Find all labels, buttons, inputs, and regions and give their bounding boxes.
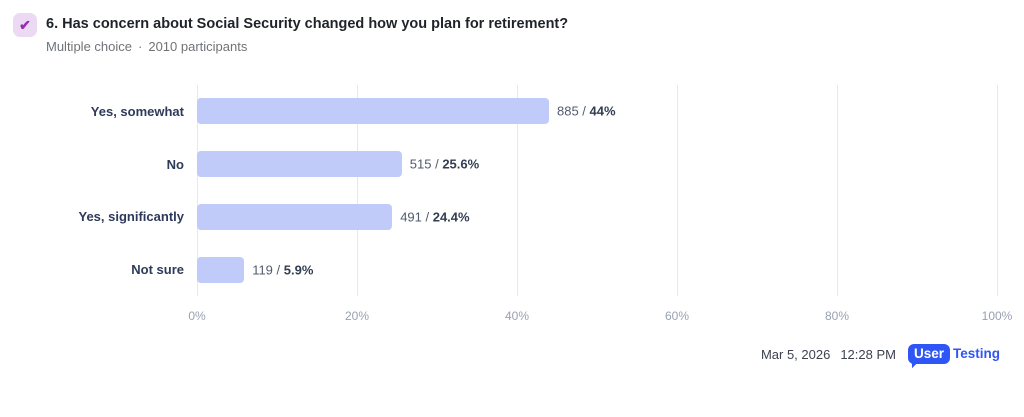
bar-value-label: 119 / 5.9% bbox=[252, 262, 314, 278]
bar-track: 119 / 5.9% bbox=[197, 256, 997, 283]
usertesting-logo-badge: User bbox=[907, 343, 950, 365]
report-footer: Mar 5, 2026 12:28 PM User Testing bbox=[761, 341, 1000, 367]
question-header-text: 6. Has concern about Social Security cha… bbox=[46, 13, 568, 54]
x-axis-tick-label: 0% bbox=[188, 309, 206, 323]
question-title: 6. Has concern about Social Security cha… bbox=[46, 16, 569, 32]
gridline bbox=[997, 85, 998, 296]
plot-area: Yes, somewhat 885 / 44% No 515 / 25.6% Yes, … bbox=[0, 85, 1024, 296]
x-axis-tick-label: 60% bbox=[664, 309, 690, 323]
bar[interactable] bbox=[197, 98, 549, 125]
gridline bbox=[357, 85, 358, 296]
bar-row: Yes, significantly 491 / 24.4% bbox=[0, 191, 1024, 244]
x-axis-tick-label: 20% bbox=[344, 309, 370, 323]
bar-track: 515 / 25.6% bbox=[197, 151, 997, 178]
x-axis-tick-label: 80% bbox=[824, 309, 850, 323]
gridlines bbox=[197, 85, 998, 296]
bar-rows: Yes, somewhat 885 / 44% No 515 / 25.6% Yes, … bbox=[0, 85, 1024, 296]
category-label: No bbox=[166, 156, 184, 172]
bar-row: No 515 / 25.6% bbox=[0, 138, 1024, 191]
bar-value-label: 515 / 25.6% bbox=[409, 156, 480, 172]
bar-track: 491 / 24.4% bbox=[197, 203, 997, 230]
bar-row: Not sure 119 / 5.9% bbox=[0, 243, 1024, 296]
bar-row: Yes, somewhat 885 / 44% bbox=[0, 85, 1024, 138]
usertesting-logo[interactable]: User Testing bbox=[907, 343, 1000, 365]
x-axis-tick-label: 100% bbox=[981, 309, 1013, 323]
question-meta: Multiple choice · 2010 participants bbox=[46, 39, 568, 54]
question-header: ✔ 6. Has concern about Social Security c… bbox=[13, 13, 568, 54]
bar[interactable] bbox=[197, 151, 402, 178]
gridline bbox=[517, 85, 518, 296]
export-time: 12:28 PM bbox=[840, 346, 896, 362]
gridline bbox=[197, 85, 198, 296]
results-bar-chart: Yes, somewhat 885 / 44% No 515 / 25.6% Yes, … bbox=[0, 85, 1024, 325]
multiple-choice-check-icon: ✔ bbox=[13, 13, 37, 37]
bar-track: 885 / 44% bbox=[197, 98, 997, 125]
category-label: Not sure bbox=[131, 262, 184, 278]
bar-value-label: 491 / 24.4% bbox=[400, 209, 470, 225]
participants-count: 2010 participants bbox=[148, 39, 248, 55]
question-type-label: Multiple choice bbox=[46, 39, 132, 55]
bar[interactable] bbox=[197, 256, 245, 283]
category-label: Yes, somewhat bbox=[90, 103, 184, 119]
export-date: Mar 5, 2026 bbox=[760, 346, 831, 362]
gridline bbox=[837, 85, 838, 296]
bar-value-label: 885 / 44% bbox=[557, 103, 616, 119]
usertesting-logo-text: Testing bbox=[953, 346, 1000, 362]
gridline bbox=[677, 85, 678, 296]
x-axis-tick-label: 40% bbox=[504, 309, 530, 323]
x-axis: 0% 20% 40% 60% 80% 100% bbox=[188, 309, 1012, 325]
meta-separator: · bbox=[138, 39, 143, 55]
bar[interactable] bbox=[197, 203, 393, 230]
category-label: Yes, significantly bbox=[78, 209, 185, 225]
